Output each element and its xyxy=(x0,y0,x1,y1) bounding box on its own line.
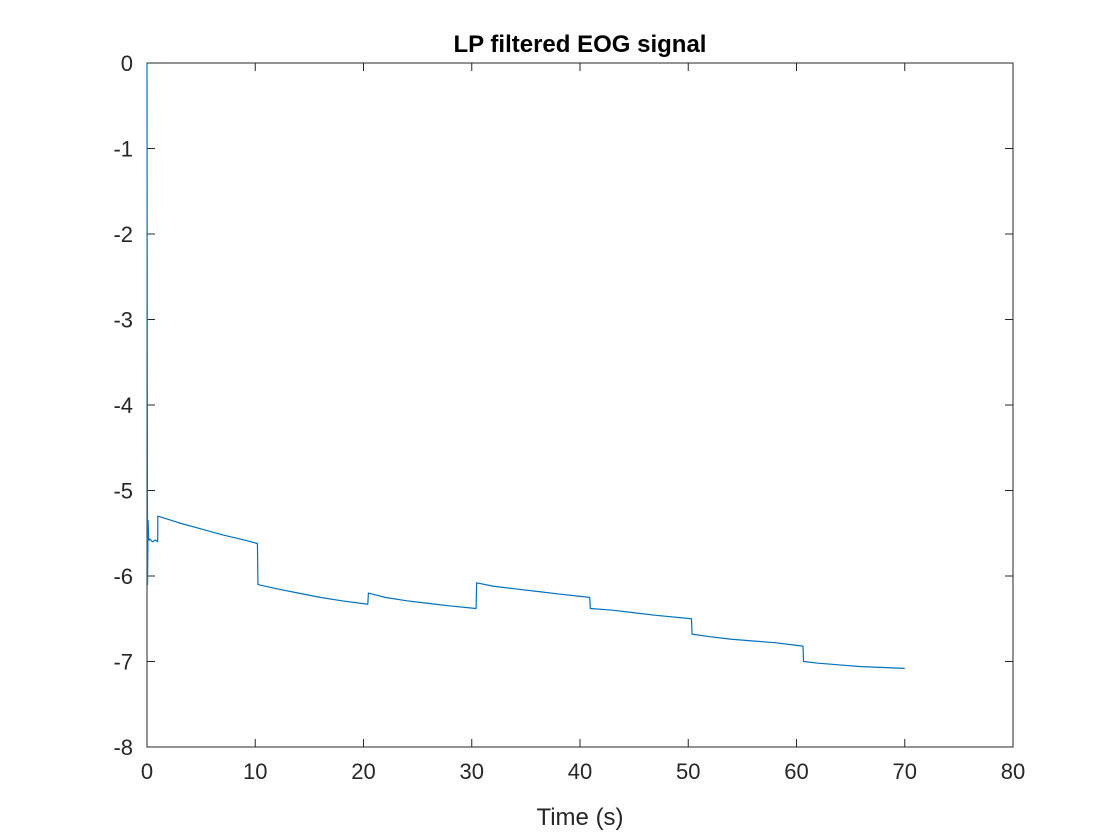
y-tick-label: -3 xyxy=(113,308,133,333)
x-tick-label: 70 xyxy=(893,759,917,784)
chart-title: LP filtered EOG signal xyxy=(454,31,707,58)
y-tick-label: -5 xyxy=(113,479,133,504)
y-tick-label: 0 xyxy=(121,51,133,76)
x-tick-label: 10 xyxy=(243,759,267,784)
y-tick-label: -4 xyxy=(113,393,133,418)
y-tick-label: -6 xyxy=(113,564,133,589)
x-tick-label: 80 xyxy=(1001,759,1025,784)
x-tick-label: 40 xyxy=(568,759,592,784)
series-line xyxy=(146,62,905,669)
y-tick-label: -7 xyxy=(113,650,133,675)
x-axis: 0 10 20 30 40 50 60 70 80 xyxy=(141,63,1025,784)
x-tick-label: 0 xyxy=(141,759,153,784)
y-tick-label: -2 xyxy=(113,222,133,247)
series-layer xyxy=(146,62,905,669)
x-tick-label: 30 xyxy=(460,759,484,784)
y-tick-label: -8 xyxy=(113,735,133,760)
x-axis-label: Time (s) xyxy=(536,804,623,831)
y-tick-label: -1 xyxy=(113,137,133,162)
plot-area xyxy=(146,62,1014,748)
y-axis: 0 -1 -2 -3 -4 -5 -6 -7 -8 xyxy=(113,51,1013,760)
x-tick-label: 20 xyxy=(351,759,375,784)
x-tick-label: 50 xyxy=(676,759,700,784)
x-tick-label: 60 xyxy=(784,759,808,784)
